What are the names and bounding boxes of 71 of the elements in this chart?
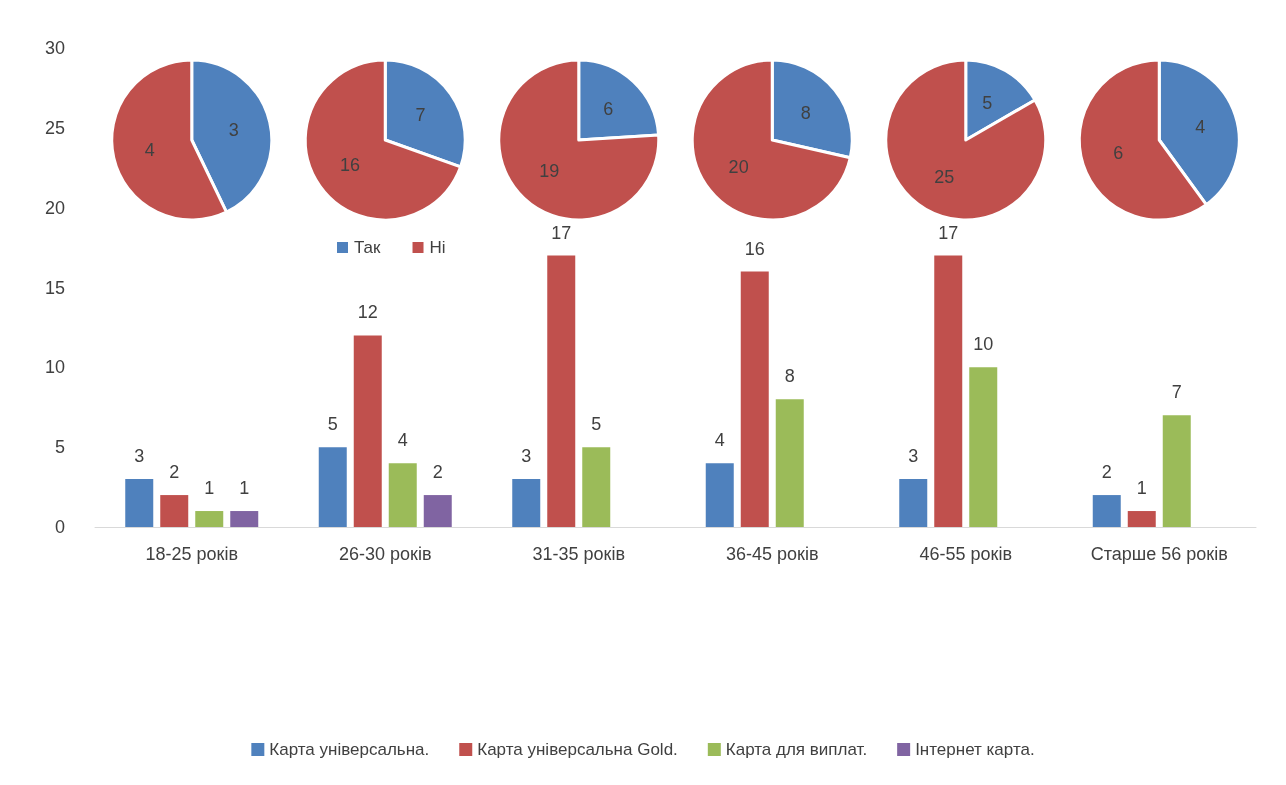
data-label: 16 — [744, 238, 765, 259]
x-tick-label: 36-45 років — [726, 544, 819, 564]
y-tick-label: 30 — [44, 38, 65, 58]
bar — [423, 495, 452, 527]
bar — [195, 511, 224, 527]
bar — [1162, 415, 1191, 527]
x-tick-label: Старше 56 років — [1090, 544, 1228, 564]
data-label: 2 — [169, 462, 180, 483]
bar — [125, 479, 154, 527]
data-label: 17 — [938, 222, 959, 243]
data-label: 6 — [603, 98, 614, 119]
data-label: 8 — [800, 103, 811, 124]
data-label: 3 — [908, 446, 919, 467]
bar — [160, 495, 189, 527]
data-label: 4 — [397, 430, 408, 451]
x-tick-label: 26-30 років — [339, 544, 432, 564]
data-label: 7 — [415, 105, 426, 126]
bar — [969, 367, 998, 527]
data-label: 6 — [1113, 143, 1124, 164]
data-label: 17 — [551, 222, 572, 243]
y-tick-label: 10 — [44, 357, 65, 378]
legend-label: Так — [354, 238, 382, 257]
bar — [512, 479, 541, 527]
data-label: 12 — [357, 302, 378, 323]
bar — [582, 447, 611, 527]
y-tick-label: 15 — [44, 277, 65, 298]
bar — [934, 255, 963, 527]
data-label: 16 — [340, 154, 361, 175]
data-label: 2 — [1101, 462, 1112, 483]
data-label: 4 — [144, 139, 155, 160]
data-label: 7 — [1171, 382, 1182, 403]
x-tick-label: 31-35 років — [532, 544, 625, 564]
data-label: 10 — [973, 334, 994, 355]
y-tick-label: 5 — [54, 437, 65, 458]
bar — [740, 271, 769, 527]
bar — [1092, 495, 1121, 527]
data-label: 8 — [784, 366, 795, 387]
bar — [353, 335, 382, 527]
bar — [388, 463, 417, 527]
legend-label: Ні — [429, 238, 446, 257]
x-tick-label: 46-55 років — [919, 544, 1012, 564]
bar — [230, 511, 259, 527]
data-label: 1 — [1136, 478, 1147, 499]
legend-label: Карта для виплат. — [725, 740, 868, 759]
data-label: 3 — [228, 120, 239, 141]
bar — [899, 479, 928, 527]
bar — [705, 463, 734, 527]
data-label: 2 — [432, 462, 443, 483]
x-tick-label: 18-25 років — [145, 544, 238, 564]
data-label: 3 — [521, 446, 532, 467]
legend-label: Карта універсальна. — [269, 740, 430, 759]
data-label: 25 — [934, 167, 955, 188]
data-label: 5 — [982, 92, 993, 113]
y-tick-label: 20 — [44, 197, 65, 218]
bar — [1127, 511, 1156, 527]
data-label: 1 — [204, 478, 215, 499]
data-label: 20 — [728, 156, 749, 177]
legend-label: Інтернет карта. — [915, 740, 1035, 759]
data-label: 19 — [539, 161, 560, 182]
data-label: 3 — [134, 446, 145, 467]
y-tick-label: 0 — [54, 517, 65, 537]
data-label: 4 — [714, 430, 725, 451]
data-label: 5 — [591, 414, 602, 435]
data-label: 1 — [239, 478, 250, 499]
data-label: 5 — [327, 414, 338, 435]
data-label: 4 — [1195, 116, 1206, 137]
bar — [775, 399, 804, 527]
bar — [318, 447, 347, 527]
y-tick-label: 25 — [44, 117, 65, 138]
bar — [547, 255, 576, 527]
legend-label: Карта універсальна Gold. — [477, 740, 678, 759]
